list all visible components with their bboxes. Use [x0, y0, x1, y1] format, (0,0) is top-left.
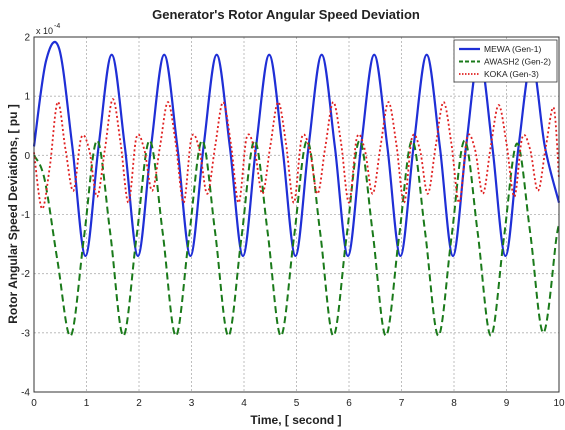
x-tick-label: 6 [346, 398, 352, 409]
legend-label-2: AWASH2 (Gen-2) [484, 57, 551, 67]
chart-title: Generator's Rotor Angular Speed Deviatio… [152, 7, 420, 22]
x-tick-label: 10 [553, 398, 565, 409]
x-tick-label: 5 [294, 398, 300, 409]
plot-frame [33, 36, 560, 393]
series-line-1 [32, 40, 561, 258]
y-tick-label: 1 [24, 92, 30, 103]
x-axis-label: Time, [ second ] [250, 413, 341, 427]
y-axis-label: Rotor Angular Speed Deviations, [ pu ] [6, 104, 20, 324]
x-tick-label: 2 [136, 398, 142, 409]
y-tick-label: 0 [24, 151, 30, 162]
y-exponent-base: x 10 [36, 26, 53, 36]
x-tick-label: 1 [84, 398, 90, 409]
x-tick-label: 0 [31, 398, 37, 409]
y-tick-label: -2 [21, 269, 30, 280]
legend-label-3: KOKA (Gen-3) [484, 69, 539, 79]
y-tick-label: -4 [21, 388, 30, 399]
x-tick-label: 9 [504, 398, 510, 409]
y-tick-label: -1 [21, 210, 30, 221]
y-tick-label: 2 [24, 33, 30, 44]
y-tick-label: -3 [21, 328, 30, 339]
legend: MEWA (Gen-1) AWASH2 (Gen-2) KOKA (Gen-3) [453, 39, 558, 83]
y-exponent: x 10 -4 [36, 23, 60, 36]
x-tick-label: 4 [241, 398, 247, 409]
y-exponent-power: -4 [54, 23, 60, 30]
x-tick-label: 3 [189, 398, 195, 409]
series-line-3 [33, 98, 560, 210]
plot-lines [32, 40, 561, 337]
x-tick-labels: 0 1 2 3 4 5 6 7 8 9 10 [31, 398, 565, 409]
x-tick-label: 7 [399, 398, 405, 409]
y-tick-labels: 2 1 0 -1 -2 -3 -4 [21, 33, 30, 399]
series-line-2 [33, 139, 560, 337]
x-tick-label: 8 [451, 398, 457, 409]
legend-label-1: MEWA (Gen-1) [484, 44, 541, 54]
